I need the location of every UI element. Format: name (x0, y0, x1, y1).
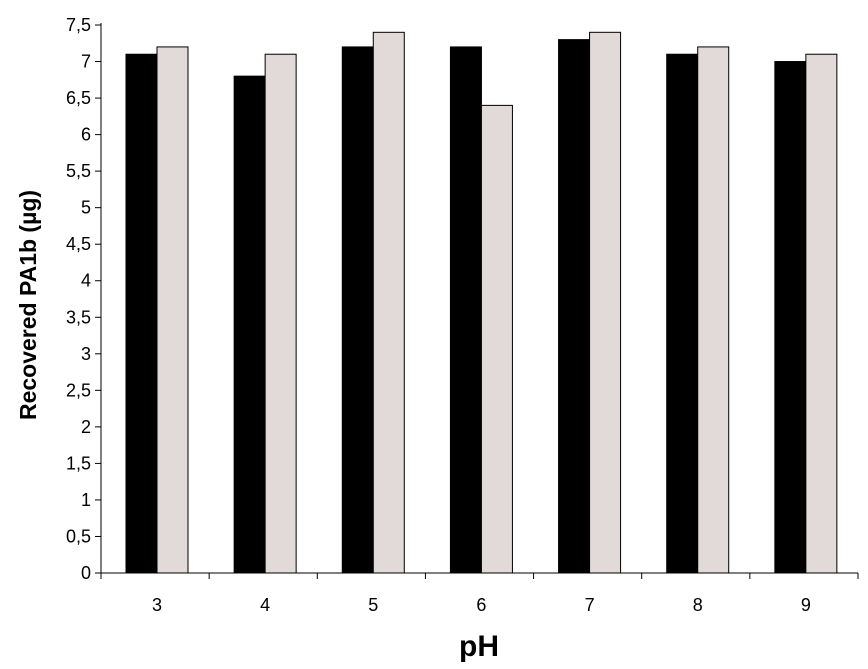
y-tick-label: 6,5 (66, 88, 91, 108)
y-axis-title: Recovered PA1b (µg) (15, 190, 41, 420)
bar-series1-7 (558, 39, 591, 574)
bar-series1-6 (449, 46, 482, 574)
bar-series2-3 (156, 46, 189, 574)
y-tick-label: 3,5 (66, 307, 91, 327)
x-tick-label: 5 (368, 595, 378, 615)
x-tick-label: 9 (801, 595, 811, 615)
y-tick-label: 1,5 (66, 453, 91, 473)
x-tick-label: 6 (476, 595, 486, 615)
x-tick-label: 8 (693, 595, 703, 615)
bar-series1-4 (233, 75, 266, 574)
bars-group (125, 31, 838, 574)
y-tick-label: 0,5 (66, 526, 91, 546)
bar-series2-8 (697, 46, 730, 574)
bar-series1-9 (774, 61, 807, 574)
x-axis: 3 4 5 6 7 8 9 (100, 572, 859, 615)
y-tick-label: 5 (81, 198, 91, 218)
bar-series1-5 (341, 46, 374, 574)
bar-series2-6 (480, 104, 513, 574)
y-axis: 0 0,5 1 1,5 2 2,5 3 3,5 4 4,5 5 5,5 6 6,5 7 7,5 (66, 15, 102, 583)
bar-series2-4 (264, 53, 297, 574)
y-tick-label: 0 (81, 563, 91, 583)
y-tick-label: 2 (81, 417, 91, 437)
y-tick-label: 2,5 (66, 380, 91, 400)
x-tick-label: 4 (260, 595, 270, 615)
y-tick-label: 1 (81, 490, 91, 510)
y-tick-label: 3 (81, 344, 91, 364)
bar-series1-3 (125, 53, 158, 574)
bar-series1-8 (666, 53, 699, 574)
y-tick-label: 7,5 (66, 15, 91, 35)
y-tick-label: 4 (81, 271, 91, 291)
bar-series2-5 (372, 31, 405, 574)
y-tick-label: 6 (81, 125, 91, 145)
y-tick-label: 4,5 (66, 234, 91, 254)
x-tick-label: 3 (152, 595, 162, 615)
bar-series2-9 (805, 53, 838, 574)
x-axis-title: pH (459, 630, 499, 663)
y-tick-label: 5,5 (66, 161, 91, 181)
x-tick-label: 7 (585, 595, 595, 615)
bar-series2-7 (589, 31, 622, 574)
y-tick-label: 7 (81, 52, 91, 72)
